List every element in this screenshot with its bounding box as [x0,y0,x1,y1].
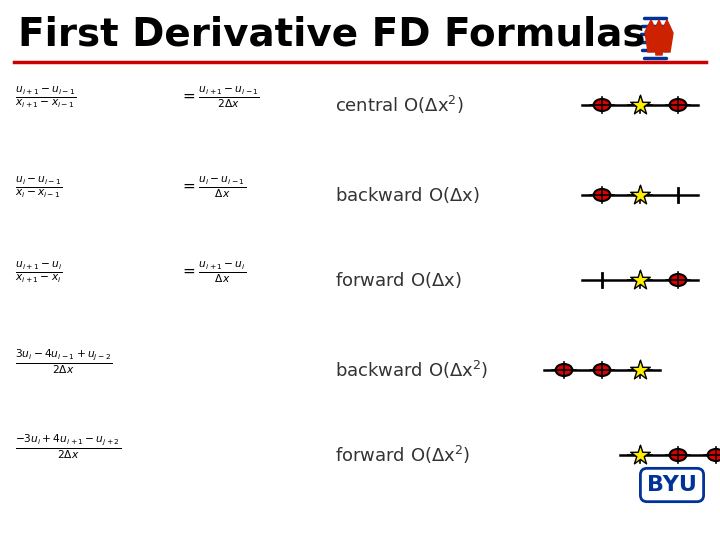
Polygon shape [645,20,657,52]
Ellipse shape [708,449,720,461]
Text: BYU: BYU [647,475,697,495]
Text: $= \frac{u_{i+1} - u_i}{\Delta x}$: $= \frac{u_{i+1} - u_i}{\Delta x}$ [180,259,246,285]
Text: forward O($\Delta$x$^2$): forward O($\Delta$x$^2$) [335,444,470,466]
Text: First Derivative FD Formulas: First Derivative FD Formulas [18,16,646,54]
Text: central O($\Delta$x$^2$): central O($\Delta$x$^2$) [335,94,464,116]
Text: $= \frac{u_{i+1} - u_{i-1}}{2\Delta x}$: $= \frac{u_{i+1} - u_{i-1}}{2\Delta x}$ [180,84,260,110]
Text: $\frac{u_{i+1} - u_{i-1}}{x_{i+1} - x_{i-1}}$: $\frac{u_{i+1} - u_{i-1}}{x_{i+1} - x_{i… [15,84,76,110]
Text: $= \frac{u_i - u_{i-1}}{\Delta x}$: $= \frac{u_i - u_{i-1}}{\Delta x}$ [180,174,246,200]
Point [634,276,646,285]
Point [634,100,646,109]
Ellipse shape [556,364,572,376]
Ellipse shape [593,99,611,111]
Polygon shape [661,20,673,52]
Point [634,191,646,199]
Text: backward O($\Delta$x): backward O($\Delta$x) [335,185,480,205]
Ellipse shape [670,99,686,111]
Text: $\frac{u_i - u_{i-1}}{x_i - x_{i-1}}$: $\frac{u_i - u_{i-1}}{x_i - x_{i-1}}$ [15,174,63,200]
Text: forward O($\Delta$x): forward O($\Delta$x) [335,270,462,290]
Text: $\frac{u_{i+1} - u_i}{x_{i+1} - x_i}$: $\frac{u_{i+1} - u_i}{x_{i+1} - x_i}$ [15,259,63,285]
Point [634,366,646,374]
Ellipse shape [593,364,611,376]
Ellipse shape [593,189,611,201]
Text: $\frac{3u_i - 4u_{i-1} + u_{j-2}}{2\Delta x}$: $\frac{3u_i - 4u_{i-1} + u_{j-2}}{2\Delt… [15,348,112,376]
Text: $\frac{-3u_i + 4u_{i+1} - u_{j+2}}{2\Delta x}$: $\frac{-3u_i + 4u_{i+1} - u_{j+2}}{2\Del… [15,433,121,462]
Polygon shape [653,20,665,55]
Point [634,451,646,460]
Text: backward O($\Delta$x$^2$): backward O($\Delta$x$^2$) [335,359,488,381]
Ellipse shape [670,274,686,286]
Ellipse shape [670,449,686,461]
